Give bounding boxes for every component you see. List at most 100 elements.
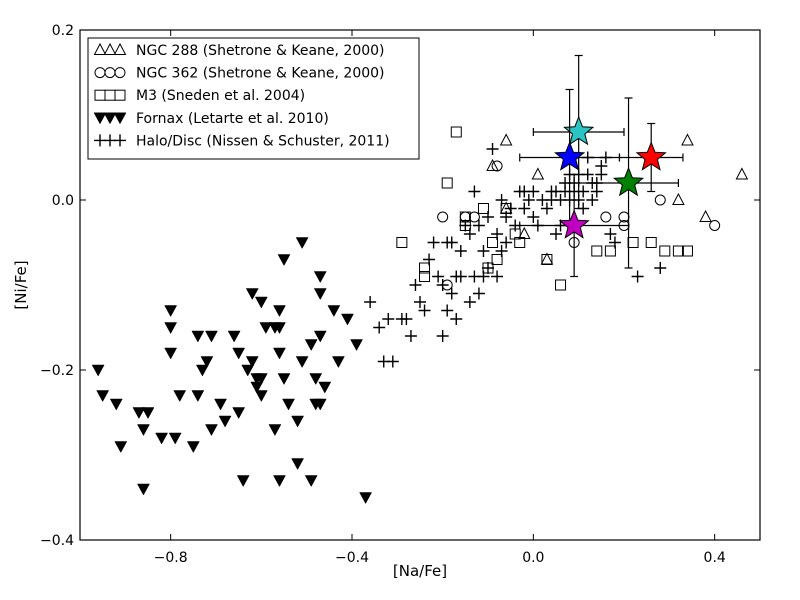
legend-label: NGC 288 (Shetrone & Keane, 2000): [136, 43, 385, 59]
data-point: [313, 330, 327, 343]
data-point: [631, 270, 644, 283]
y-tick-label: −0.2: [40, 363, 74, 379]
x-tick-label: −0.8: [154, 550, 188, 566]
data-point: [331, 356, 345, 369]
legend: NGC 288 (Shetrone & Keane, 2000) NGC 362 …: [87, 37, 420, 160]
highlight-stars: [519, 54, 684, 278]
data-point: [491, 228, 504, 240]
data-point: [555, 279, 567, 291]
data-point: [499, 133, 513, 146]
data-point: [273, 475, 286, 488]
data-point: [472, 219, 485, 232]
data-point: [282, 398, 295, 411]
data-point: [273, 305, 286, 318]
data-point: [200, 356, 214, 369]
data-point: [645, 237, 657, 248]
data-point: [550, 228, 562, 240]
data-point: [604, 228, 617, 240]
data-point: [445, 287, 458, 300]
data-point: [173, 390, 187, 403]
data-point: [277, 254, 291, 267]
data-point: [291, 415, 305, 428]
data-point: [109, 398, 123, 411]
data-point: [445, 236, 458, 249]
legend-marker: [113, 42, 127, 55]
data-point: [245, 288, 259, 301]
data-point: [450, 126, 462, 138]
data-point: [591, 245, 603, 257]
legend-label: Halo/Disc (Nissen & Schuster, 2011): [136, 133, 390, 149]
data-point: [168, 432, 182, 445]
data-point: [681, 133, 694, 146]
data-point: [472, 287, 485, 300]
y-tick-label: 0.2: [52, 23, 74, 39]
data-point: [604, 245, 616, 257]
data-point: [259, 322, 273, 335]
data-point: [386, 355, 399, 368]
legend-marker: [93, 112, 107, 125]
data-point: [654, 194, 666, 206]
data-marks: [91, 126, 749, 505]
star-marker: [554, 141, 586, 171]
data-point: [477, 245, 490, 257]
data-point: [91, 364, 105, 377]
data-point: [608, 236, 621, 249]
data-point: [273, 322, 286, 335]
data-point: [364, 296, 377, 308]
data-point: [486, 158, 499, 171]
data-point: [313, 271, 327, 284]
data-point: [463, 296, 476, 308]
legend-marker: [103, 112, 117, 125]
data-point: [195, 364, 209, 377]
data-point: [450, 313, 463, 325]
data-point: [500, 211, 513, 223]
data-point: [491, 270, 504, 283]
data-point: [518, 202, 531, 215]
data-point: [468, 211, 480, 223]
data-point: [186, 441, 200, 454]
data-point: [295, 237, 309, 250]
data-point: [581, 168, 594, 181]
star-marker: [635, 141, 667, 171]
x-tick-label: −0.4: [335, 550, 369, 566]
x-tick-label: 0.4: [704, 550, 726, 566]
data-point: [482, 211, 494, 223]
data-point: [500, 236, 513, 249]
y-tick-label: −0.4: [40, 533, 74, 549]
data-point: [232, 347, 246, 360]
legend-label: Fornax (Letarte et al. 2010): [136, 111, 329, 127]
data-point: [419, 262, 431, 274]
data-point: [254, 390, 268, 403]
data-point: [400, 313, 413, 325]
data-point: [164, 347, 178, 360]
data-point: [141, 407, 155, 420]
data-point: [373, 321, 386, 334]
data-point: [437, 211, 449, 223]
data-point: [672, 192, 685, 205]
data-point: [654, 262, 667, 274]
data-point: [482, 262, 494, 274]
data-point: [309, 373, 323, 386]
data-point: [709, 220, 721, 231]
data-point: [477, 203, 489, 214]
data-point: [114, 441, 128, 454]
data-point: [527, 185, 540, 198]
legend-marker: [114, 67, 126, 79]
data-point: [350, 339, 363, 352]
y-tick-label: 0.0: [52, 193, 74, 209]
axis-ticks: −0.8 −0.4 0.0 0.4 −0.4 −0.2 0.0 0.2: [40, 23, 760, 566]
data-point: [236, 475, 250, 488]
data-point: [441, 304, 454, 317]
star-marker: [612, 166, 645, 197]
data-point: [427, 236, 440, 249]
data-point: [254, 296, 268, 309]
data-point: [191, 330, 205, 343]
x-axis-label: [Na/Fe]: [393, 562, 447, 580]
data-point: [454, 245, 467, 257]
data-point: [540, 202, 553, 215]
legend-marker: [113, 112, 127, 125]
data-point: [304, 339, 318, 352]
data-point: [423, 253, 436, 266]
data-point: [495, 245, 508, 257]
data-point: [459, 219, 472, 232]
